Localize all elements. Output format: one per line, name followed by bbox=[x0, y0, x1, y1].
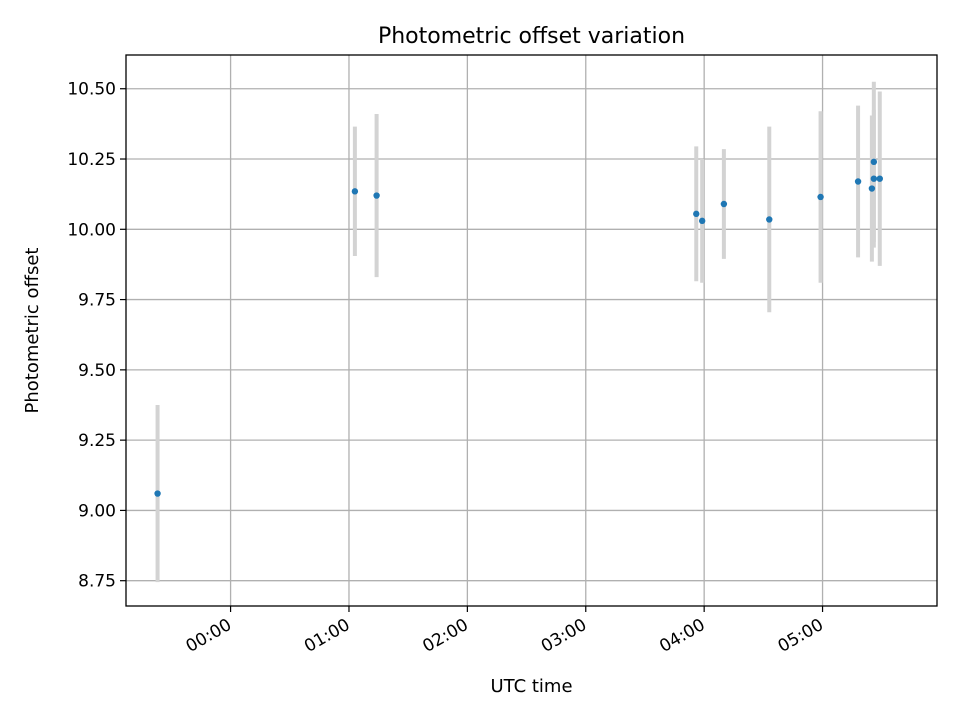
y-tick-label: 9.75 bbox=[78, 291, 116, 311]
y-tick-label: 10.25 bbox=[67, 150, 116, 170]
data-point bbox=[817, 193, 824, 201]
data-point bbox=[766, 216, 773, 223]
data-point bbox=[870, 175, 878, 182]
data-point bbox=[698, 217, 706, 225]
y-tick-label: 8.75 bbox=[78, 572, 116, 592]
data-point bbox=[720, 200, 728, 208]
data-point bbox=[876, 175, 883, 182]
y-tick-label: 9.50 bbox=[78, 361, 116, 381]
data-point bbox=[373, 192, 380, 199]
y-axis-ticks: 8.75 9.00 9.25 9.50 9.75 10.00 10.25 10.50 bbox=[67, 80, 126, 592]
y-axis-label: Photometric offset bbox=[22, 248, 43, 414]
data-point bbox=[854, 178, 862, 185]
plot-area-frame bbox=[125, 54, 938, 607]
x-axis-label: UTC time bbox=[490, 676, 572, 697]
y-tick-label: 9.00 bbox=[78, 501, 116, 521]
data-point bbox=[154, 490, 161, 497]
y-tick-label: 10.00 bbox=[67, 220, 116, 240]
chart-title: Photometric offset variation bbox=[378, 24, 685, 49]
y-tick-label: 9.25 bbox=[78, 431, 116, 451]
y-tick-label: 10.50 bbox=[67, 80, 116, 100]
data-point bbox=[868, 185, 876, 192]
data-point bbox=[870, 158, 878, 166]
data-points bbox=[154, 158, 883, 497]
data-point bbox=[351, 188, 359, 195]
data-point bbox=[693, 210, 700, 218]
